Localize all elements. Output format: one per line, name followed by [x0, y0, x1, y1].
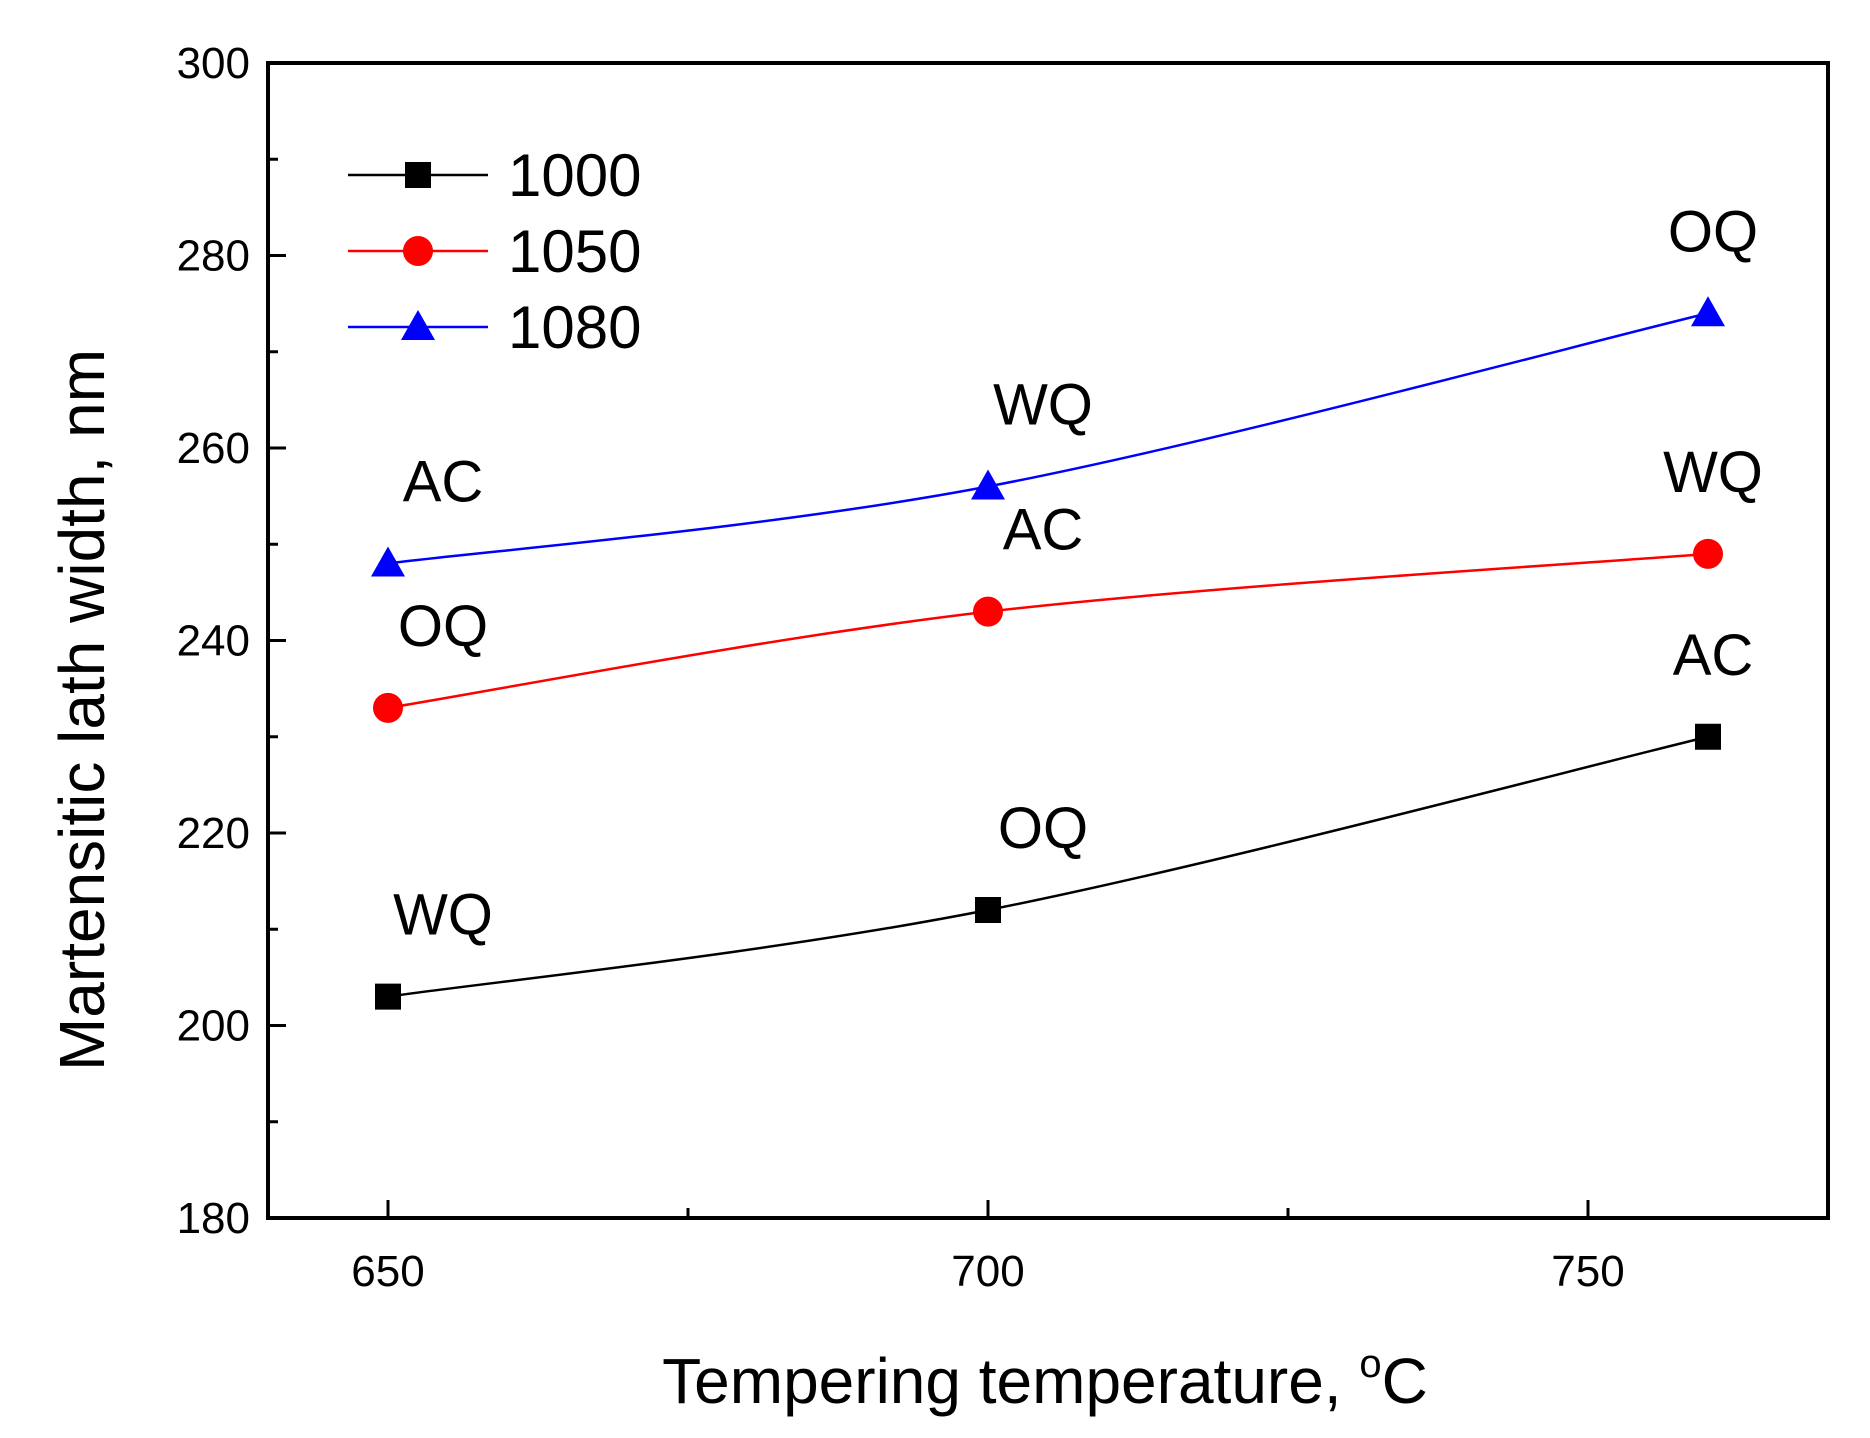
y-tick-label: 260: [177, 424, 250, 473]
point-label-1080: OQ: [1668, 199, 1758, 264]
x-axis-ticks: 650 700 750: [351, 1200, 1625, 1296]
y-tick-label: 300: [177, 39, 250, 88]
x-axis-title: Tempering temperature, oC: [662, 1342, 1428, 1417]
x-tick-label: 650: [351, 1247, 424, 1296]
y-tick-label: 180: [177, 1194, 250, 1243]
legend-marker-1050: [403, 236, 433, 266]
point-label-layer: WQ OQ AC OQ AC WQ AC WQ OQ: [393, 199, 1763, 947]
point-label-1000: OQ: [998, 796, 1088, 861]
y-axis-ticks: 180 200 220 240 260 280 300: [177, 39, 286, 1243]
point-label-1050: OQ: [398, 594, 488, 659]
point-label-1080: AC: [403, 450, 484, 515]
x-axis-title-text: Tempering temperature,: [662, 1345, 1359, 1417]
legend-label-1080: 1080: [508, 294, 641, 361]
point-label-1000: AC: [1673, 623, 1754, 688]
data-point-1080: [971, 469, 1005, 500]
x-axis-title-degree: o: [1359, 1342, 1381, 1386]
x-axis-title-unit: C: [1382, 1345, 1428, 1417]
data-point-1000: [375, 983, 401, 1010]
data-point-1050: [1693, 538, 1723, 569]
data-point-1050: [973, 596, 1003, 627]
legend-marker-1080: [401, 310, 435, 340]
y-tick-label: 240: [177, 617, 250, 666]
x-tick-label: 700: [951, 1247, 1024, 1296]
legend-label-1000: 1000: [508, 142, 641, 209]
data-point-1000: [975, 897, 1001, 923]
y-tick-label: 200: [177, 1002, 250, 1051]
data-point-1000: [1695, 723, 1721, 750]
y-tick-label: 220: [177, 809, 250, 858]
series-layer: [371, 296, 1725, 1010]
point-label-1050: WQ: [1663, 440, 1763, 505]
point-label-1000: WQ: [393, 883, 493, 948]
data-point-1050: [373, 692, 403, 723]
legend: 1000 1050 1080: [348, 142, 641, 361]
data-point-1080: [1691, 296, 1725, 327]
series-line-1080: [387, 312, 1709, 565]
legend-label-1050: 1050: [508, 218, 641, 285]
legend-marker-1000: [405, 162, 431, 188]
x-tick-label: 750: [1551, 1247, 1624, 1296]
series-line-1050: [387, 552, 1709, 710]
point-label-1050: AC: [1003, 498, 1084, 563]
data-point-1080: [371, 546, 405, 577]
y-tick-label: 280: [177, 232, 250, 281]
y-axis-title: Martensitic lath width, nm: [46, 349, 118, 1071]
point-label-1080: WQ: [993, 373, 1093, 438]
plot-frame: [266, 61, 1830, 1220]
series-line-1000: [387, 735, 1709, 998]
